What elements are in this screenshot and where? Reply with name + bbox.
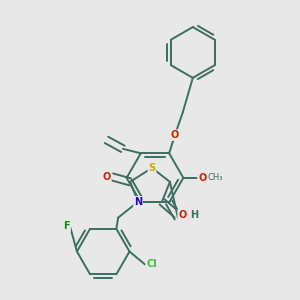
Text: CH₃: CH₃	[208, 173, 223, 182]
Text: N: N	[134, 197, 142, 207]
Text: O: O	[103, 172, 111, 182]
Text: H: H	[190, 210, 198, 220]
Text: F: F	[64, 221, 70, 231]
Text: O: O	[178, 210, 186, 220]
Text: O: O	[171, 130, 179, 140]
Text: Cl: Cl	[146, 260, 157, 269]
Text: S: S	[148, 163, 156, 173]
Text: O: O	[198, 173, 206, 183]
